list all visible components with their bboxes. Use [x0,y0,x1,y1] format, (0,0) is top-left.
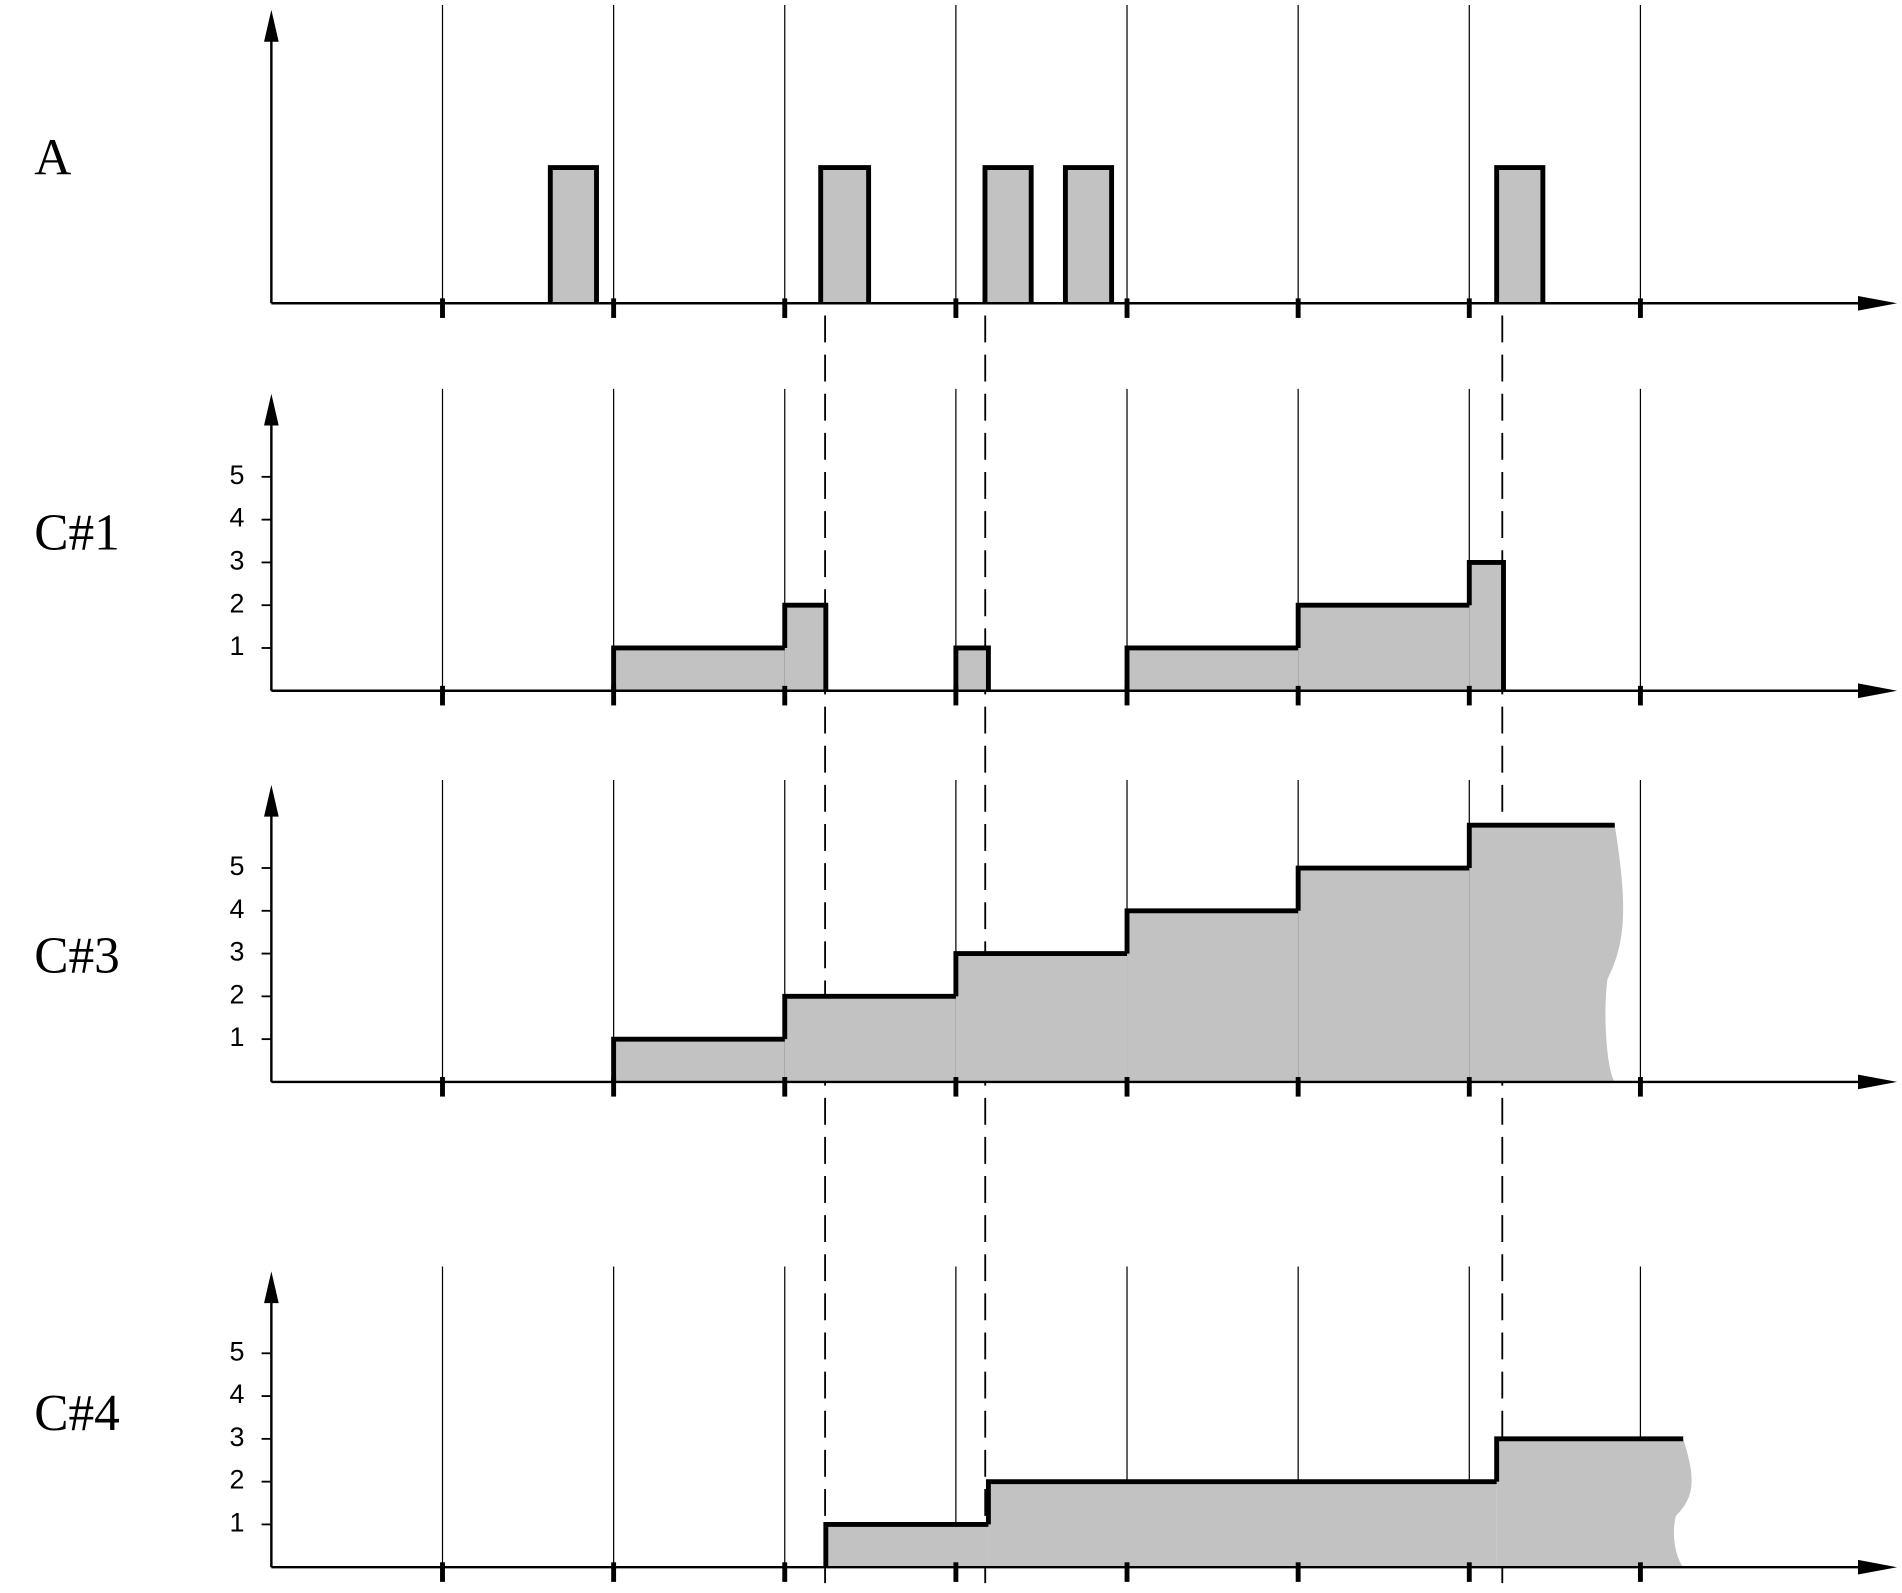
y-tick-label: 1 [230,1022,245,1052]
step-fill [825,1524,989,1568]
y-axis-arrow [264,1271,279,1304]
y-tick-label: 4 [230,894,245,924]
step-outline [782,993,956,1040]
step-outline [953,951,1128,997]
step-fill [1496,1438,1692,1568]
step-fill [1298,605,1470,691]
step-outline [1295,602,1470,648]
timing-row: C#1 1 2 3 4 5 [34,388,1898,706]
row-label: A [34,129,71,186]
step-outline [1494,165,1546,304]
step-outline [611,645,785,691]
step-fill [784,996,956,1082]
step-outline [1466,822,1615,869]
y-tick-label: 2 [230,979,245,1009]
y-tick-label: 5 [230,851,245,881]
x-axis-arrow [1857,1074,1898,1090]
step-fill [613,647,785,691]
x-axis-arrow [1857,1559,1898,1575]
step-outline [611,1036,785,1082]
y-tick-label: 3 [230,937,245,967]
step-outline [823,1521,989,1568]
y-tick-label: 1 [230,1508,245,1538]
step-fill [955,953,1128,1082]
y-tick-label: 1 [230,631,245,661]
step-outline [782,602,829,691]
y-tick-label: 2 [230,1465,245,1495]
step-outline [985,1479,1497,1525]
row-label: C#4 [34,1385,120,1442]
step-fill [1298,868,1470,1082]
timing-row: C#4 1 2 3 4 5 [34,1266,1898,1582]
y-axis-arrow [264,9,279,42]
step-outline [953,645,991,691]
step-outline [547,165,599,304]
step-outline [1295,865,1470,911]
step-fill [1469,562,1504,691]
step-fill [1127,647,1299,691]
step-fill [784,605,826,691]
y-axis-arrow [264,784,279,817]
step-fill [820,167,869,304]
x-axis-arrow [1857,683,1898,699]
step-fill [1469,825,1624,1082]
step-fill [550,167,597,304]
step-fill [955,647,989,691]
step-fill [613,1039,785,1082]
step-fill [1065,167,1112,304]
step-outline [1494,1436,1684,1482]
step-fill [988,1481,1497,1568]
step-fill [1127,910,1299,1082]
step-outline [1466,559,1506,691]
y-tick-label: 4 [230,503,245,533]
step-outline [982,165,1034,304]
step-fill [984,167,1032,304]
timing-row: A [34,5,1898,318]
step-outline [818,165,872,304]
step-outline [1062,165,1115,304]
y-axis-arrow [264,393,279,426]
timing-row: C#3 1 2 3 4 5 [34,779,1898,1097]
step-fill [1496,167,1543,304]
y-tick-label: 2 [230,588,245,618]
y-tick-label: 5 [230,1336,245,1366]
y-tick-label: 4 [230,1379,245,1409]
row-label: C#3 [34,928,120,985]
row-label: C#1 [34,505,120,562]
x-axis-arrow [1857,295,1898,311]
y-tick-label: 3 [230,1422,245,1452]
step-outline [1124,645,1299,691]
y-tick-label: 5 [230,460,245,490]
step-outline [1124,908,1299,954]
y-tick-label: 3 [230,546,245,576]
